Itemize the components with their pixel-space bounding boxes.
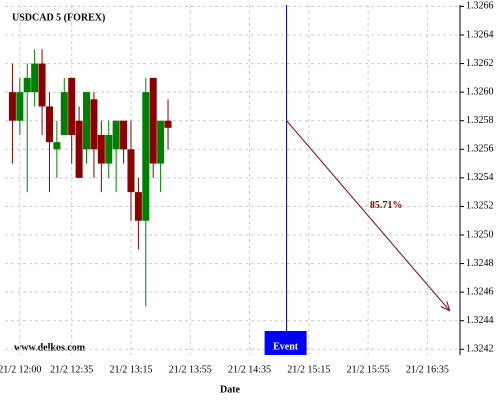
y-tick-label: 1.3260 xyxy=(466,86,494,97)
candle-body xyxy=(134,192,142,221)
candle-body xyxy=(120,120,128,150)
event-box xyxy=(264,331,307,355)
x-tick-label: 21/2 14:35 xyxy=(228,364,271,375)
candle-body xyxy=(16,92,24,121)
x-tick-label: 21/2 15:55 xyxy=(347,364,390,375)
candle-body xyxy=(157,120,165,164)
candle-body xyxy=(149,77,157,164)
x-tick-label: 21/2 13:15 xyxy=(109,364,152,375)
candle-body xyxy=(105,135,113,164)
forecast-arrow xyxy=(286,120,450,311)
candle-body xyxy=(90,99,98,150)
x-tick-label: 21/2 12:00 xyxy=(0,364,41,375)
chart-title: USDCAD 5 (FOREX) xyxy=(12,12,105,23)
y-tick-label: 1.3244 xyxy=(466,315,494,326)
candle-body xyxy=(31,63,39,93)
candle-body xyxy=(38,63,46,107)
candle-body xyxy=(68,77,76,135)
candle-body xyxy=(112,120,120,150)
candle-body xyxy=(60,92,68,135)
y-tick-label: 1.3242 xyxy=(466,344,494,355)
candle-body xyxy=(142,92,150,221)
forecast-label: 85.71% xyxy=(370,200,403,211)
candle-body xyxy=(23,77,31,93)
x-axis-label: Date xyxy=(220,384,241,395)
y-tick-label: 1.3262 xyxy=(466,58,494,69)
y-tick-label: 1.3250 xyxy=(466,229,494,240)
candle-body xyxy=(8,92,16,121)
candle-body xyxy=(53,142,61,150)
candle-body xyxy=(97,135,105,164)
x-tick-label: 21/2 12:35 xyxy=(50,364,93,375)
candle-body xyxy=(83,92,91,150)
x-tick-label: 21/2 15:15 xyxy=(287,364,330,375)
candle-body xyxy=(75,120,83,178)
y-tick-label: 1.3254 xyxy=(466,172,494,183)
candle-body xyxy=(164,120,172,128)
x-tick-label: 21/2 13:55 xyxy=(169,364,212,375)
y-tick-label: 1.3252 xyxy=(466,201,494,212)
y-tick-label: 1.3264 xyxy=(466,29,494,40)
y-tick-label: 1.3246 xyxy=(466,286,494,297)
candle-body xyxy=(127,149,135,193)
watermark: www.delkos.com xyxy=(14,342,86,353)
plot-area xyxy=(5,5,460,355)
y-tick-label: 1.3266 xyxy=(466,1,494,12)
event-label: Event xyxy=(273,341,299,352)
y-tick-label: 1.3256 xyxy=(466,144,494,155)
candle-body xyxy=(45,106,53,143)
x-tick-label: 21/2 16:35 xyxy=(406,364,449,375)
y-tick-label: 1.3248 xyxy=(466,258,494,269)
y-tick-label: 1.3258 xyxy=(466,115,494,126)
